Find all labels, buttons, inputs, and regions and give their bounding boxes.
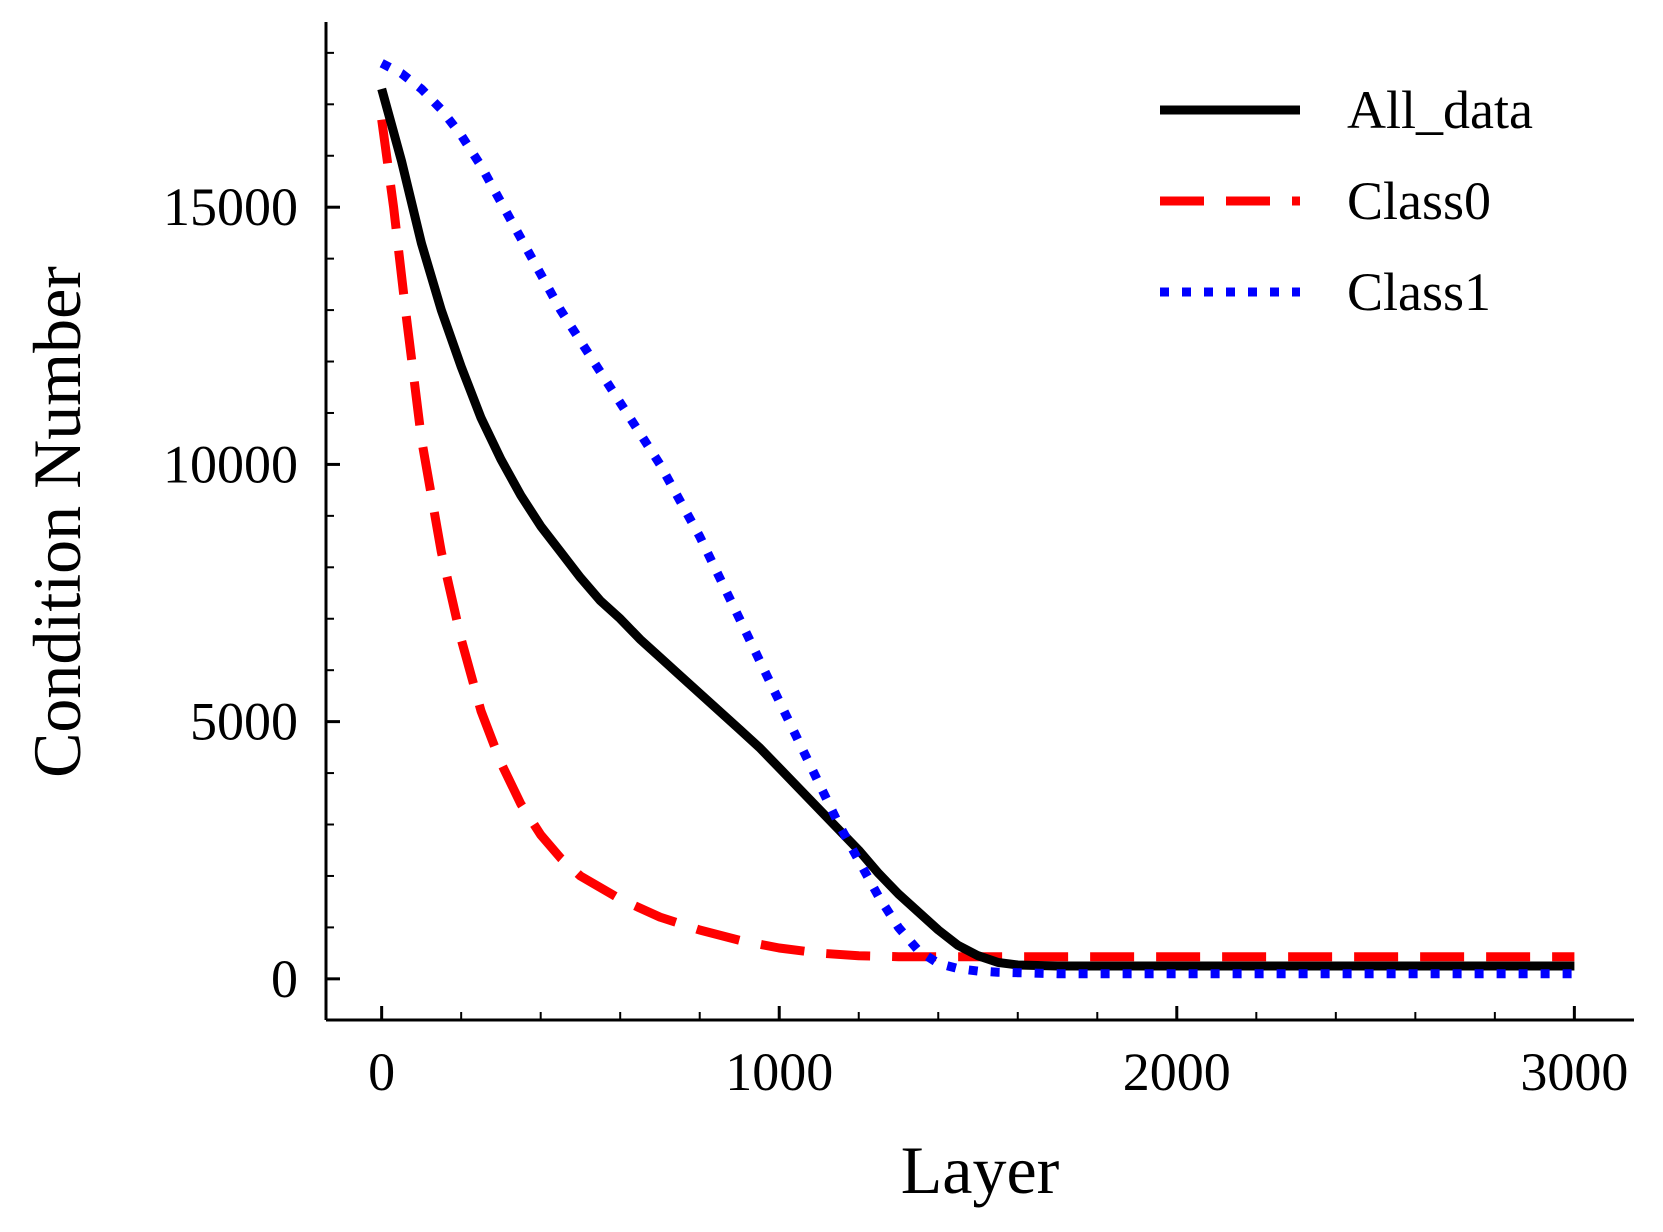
series-line-class1 bbox=[379, 59, 1575, 979]
x-axis-ticks: 0 1000 2000 3000 bbox=[368, 1006, 1628, 1102]
y-tick-label: 5000 bbox=[190, 692, 298, 752]
series-line-class0 bbox=[377, 119, 1575, 962]
series-line-all-data bbox=[377, 87, 1575, 971]
y-tick-label: 0 bbox=[271, 949, 298, 1009]
legend: All_data Class0 Class1 bbox=[1160, 80, 1533, 322]
y-tick-label: 15000 bbox=[163, 177, 298, 237]
x-axis-title: Layer bbox=[901, 1132, 1060, 1208]
y-axis-title: Condition Number bbox=[19, 266, 95, 778]
y-tick-label: 10000 bbox=[163, 434, 298, 494]
x-tick-label: 0 bbox=[368, 1042, 395, 1102]
x-tick-label: 3000 bbox=[1520, 1042, 1628, 1102]
legend-label: Class1 bbox=[1347, 262, 1491, 322]
y-axis-ticks: 0 5000 10000 15000 bbox=[163, 51, 340, 1009]
x-tick-label: 2000 bbox=[1123, 1042, 1231, 1102]
legend-label: All_data bbox=[1347, 80, 1533, 140]
series-layer bbox=[377, 59, 1575, 979]
legend-label: Class0 bbox=[1347, 171, 1491, 231]
x-tick-label: 1000 bbox=[725, 1042, 833, 1102]
